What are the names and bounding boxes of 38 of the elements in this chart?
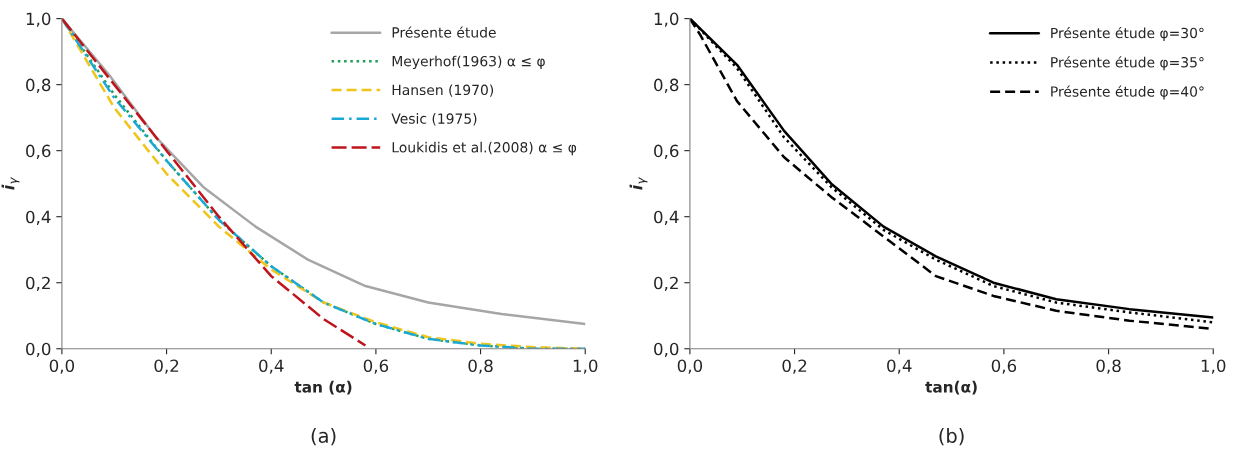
x-tick-label: 0,0 <box>677 359 703 374</box>
y-tick-label: 0,2 <box>26 276 50 291</box>
y-tick-label: 0,0 <box>26 342 51 358</box>
legend-label: Loukidis et al.(2008) α ≤ φ <box>392 141 577 156</box>
x-tick-label: 0,8 <box>1096 359 1121 374</box>
y-tick-label: 1,0 <box>26 12 51 27</box>
legend-label: Présente étude φ=30° <box>1051 26 1204 41</box>
x-tick-label: 0,8 <box>468 359 493 374</box>
x-tick-label: 0,6 <box>363 359 389 374</box>
legend-label: Présente étude φ=40° <box>1051 85 1204 100</box>
y-tick-label: 0,4 <box>654 210 679 225</box>
y-tick-label: 0,6 <box>654 144 679 159</box>
y-tick-label: 0,8 <box>26 78 51 93</box>
y-axis-title: i$_{γ}$ <box>1 177 20 190</box>
x-tick-label: 1,0 <box>573 359 598 374</box>
legend-label: Meyerhof(1963) α ≤ φ <box>392 55 545 70</box>
y-tick-label: 0,2 <box>654 276 678 291</box>
x-tick-label: 1,0 <box>1201 359 1226 374</box>
text: (a) <box>311 428 336 446</box>
x-tick-label: 0,2 <box>154 359 179 374</box>
x-axis-title: tan(α) <box>925 380 977 395</box>
legend-label: Vesic (1975) <box>391 113 477 126</box>
y-tick-label: 0,4 <box>26 210 51 225</box>
x-tick-label: 0,2 <box>782 359 807 374</box>
y-tick-label: 1,0 <box>654 12 679 27</box>
y-tick-label: 0,6 <box>26 144 51 159</box>
text: (b) <box>939 427 964 446</box>
x-axis-title: tan (α) <box>294 380 352 395</box>
x-tick-label: 0,4 <box>887 359 912 374</box>
y-axis-title: i$_{γ}$ <box>629 177 648 190</box>
legend-label: Présente étude <box>392 26 496 38</box>
legend-label: Hansen (1970) <box>392 84 494 97</box>
y-tick-label: 0,0 <box>654 342 679 358</box>
legend-label: Présente étude φ=35° <box>1051 56 1204 71</box>
x-tick-label: 0,0 <box>49 359 75 374</box>
x-tick-label: 0,6 <box>991 359 1017 374</box>
x-tick-label: 0,4 <box>259 359 284 374</box>
y-tick-label: 0,8 <box>654 78 679 93</box>
